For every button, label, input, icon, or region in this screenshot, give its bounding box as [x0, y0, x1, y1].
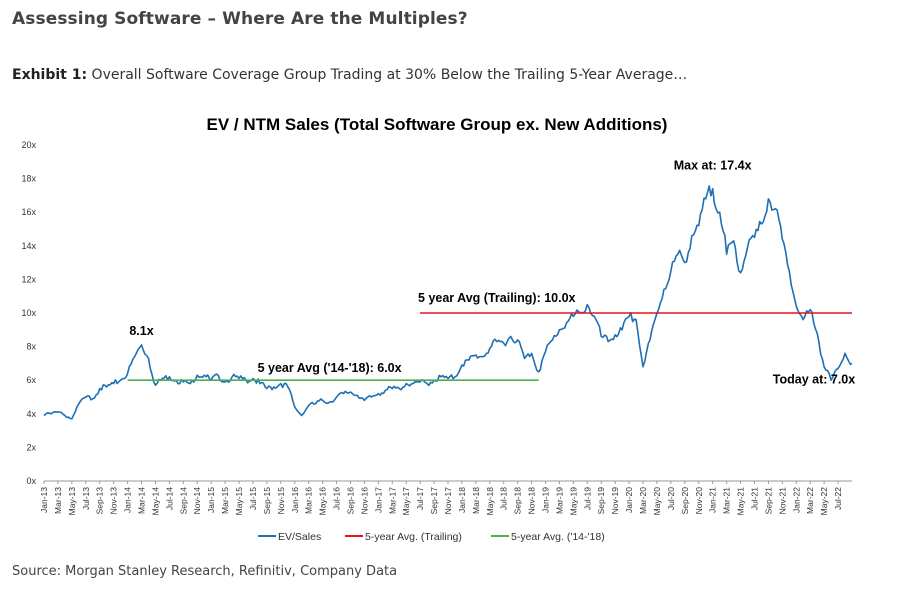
- x-tick-label: Jan-18: [457, 487, 467, 513]
- x-tick-label: Jan-15: [206, 487, 216, 513]
- y-tick-label: 14x: [21, 241, 36, 251]
- exhibit-caption: Exhibit 1: Overall Software Coverage Gro…: [12, 67, 687, 83]
- chart-title: EV / NTM Sales (Total Software Group ex.…: [207, 115, 668, 134]
- x-tick-label: May-15: [234, 487, 244, 516]
- x-tick-label: Jul-19: [582, 487, 592, 510]
- y-tick-label: 12x: [21, 274, 36, 284]
- y-axis: 0x 2x 4x 6x 8x 10x 12x 14x 16x 18x 20x: [21, 140, 36, 486]
- source-note: Source: Morgan Stanley Research, Refinit…: [12, 564, 398, 579]
- x-tick-label: Sep-15: [262, 487, 272, 515]
- x-tick-label: Jul-22: [833, 487, 843, 510]
- x-tick-label: May-17: [401, 487, 411, 516]
- x-tick-label: Jan-21: [708, 487, 718, 513]
- x-tick-label: Mar-20: [638, 487, 648, 514]
- x-tick-label: Sep-18: [513, 487, 523, 515]
- x-tick-label: May-14: [150, 487, 160, 516]
- x-tick-label: May-22: [819, 487, 829, 516]
- x-tick-label: May-13: [67, 487, 77, 516]
- x-tick-label: Mar-19: [554, 487, 564, 514]
- x-tick-label: Sep-19: [596, 487, 606, 515]
- y-tick-label: 18x: [21, 174, 36, 184]
- x-tick-label: Jan-13: [39, 487, 49, 513]
- annotation-label: 5 year Avg (Trailing): 10.0x: [418, 291, 576, 305]
- x-tick-label: Nov-20: [694, 487, 704, 515]
- x-tick-label: Sep-21: [763, 487, 773, 515]
- x-tick-label: Jan-20: [624, 487, 634, 513]
- x-tick-label: Jan-22: [791, 487, 801, 513]
- x-tick-label: May-19: [568, 487, 578, 516]
- x-tick-label: Nov-17: [443, 487, 453, 515]
- x-tick-label: Jan-17: [373, 487, 383, 513]
- y-tick-label: 20x: [21, 140, 36, 150]
- x-tick-label: Jan-16: [290, 487, 300, 513]
- annotation-label: Max at: 17.4x: [674, 159, 752, 173]
- x-tick-label: Sep-20: [680, 487, 690, 515]
- x-tick-label: Nov-13: [109, 487, 119, 515]
- x-tick-label: Jul-15: [248, 487, 258, 510]
- x-tick-label: Sep-17: [429, 487, 439, 515]
- x-tick-label: Mar-18: [471, 487, 481, 514]
- x-tick-label: Nov-21: [777, 487, 787, 515]
- exhibit-label: Exhibit 1:: [12, 67, 88, 83]
- x-tick-label: Nov-15: [276, 487, 286, 515]
- x-tick-label: Jul-13: [81, 487, 91, 510]
- page-title: Assessing Software – Where Are the Multi…: [12, 9, 468, 29]
- x-tick-label: Mar-17: [387, 487, 397, 514]
- series-group: [43, 185, 853, 420]
- x-tick-label: Sep-13: [95, 487, 105, 515]
- x-tick-label: Jul-20: [666, 487, 676, 510]
- legend: EV/Sales 5-year Avg. (Trailing) 5-year Avg…: [258, 531, 605, 543]
- y-tick-label: 2x: [26, 442, 36, 452]
- annotation-label: 5 year Avg ('14-'18): 6.0x: [258, 361, 402, 375]
- x-tick-label: Nov-16: [359, 487, 369, 515]
- x-tick-label: Sep-16: [345, 487, 355, 515]
- y-tick-label: 0x: [26, 476, 36, 486]
- annotations: 8.1x 5 year Avg ('14-'18): 6.0x 5 year Avg…: [129, 159, 855, 387]
- x-tick-label: Nov-19: [610, 487, 620, 515]
- legend-label: 5-year Avg. (Trailing): [365, 531, 462, 543]
- x-tick-label: Mar-14: [137, 487, 147, 514]
- x-tick-label: Nov-14: [192, 487, 202, 515]
- x-tick-label: May-21: [736, 487, 746, 516]
- exhibit-text: Overall Software Coverage Group Trading …: [87, 67, 688, 83]
- x-tick-label: May-18: [485, 487, 495, 516]
- annotation-label: 8.1x: [129, 324, 153, 338]
- x-tick-label: Jan-19: [541, 487, 551, 513]
- y-tick-label: 16x: [21, 207, 36, 217]
- x-tick-label: May-20: [652, 487, 662, 516]
- y-tick-label: 4x: [26, 409, 36, 419]
- legend-label: EV/Sales: [278, 531, 321, 543]
- y-tick-label: 8x: [26, 342, 36, 352]
- x-tick-label: Jul-16: [332, 487, 342, 510]
- y-tick-label: 10x: [21, 308, 36, 318]
- x-tick-label: Nov-18: [527, 487, 537, 515]
- x-tick-label: Sep-14: [178, 487, 188, 515]
- x-tick-label: Mar-22: [805, 487, 815, 514]
- x-tick-label: Jan-14: [123, 487, 133, 513]
- legend-label: 5-year Avg. ('14-'18): [511, 531, 605, 543]
- annotation-label: Today at: 7.0x: [773, 372, 855, 386]
- x-tick-label: Mar-21: [722, 487, 732, 514]
- x-tick-label: Jul-14: [164, 487, 174, 510]
- x-tick-label: Mar-15: [220, 487, 230, 514]
- x-axis: Jan-13 Mar-13 May-13 Jul-13 Sep-13 Nov-13 Jan-…: [39, 481, 843, 515]
- x-tick-label: Jul-21: [749, 487, 759, 510]
- x-tick-label: Jul-18: [499, 487, 509, 510]
- y-tick-label: 6x: [26, 375, 36, 385]
- x-tick-label: Mar-16: [304, 487, 314, 514]
- x-tick-label: May-16: [318, 487, 328, 516]
- x-tick-label: Mar-13: [53, 487, 63, 514]
- x-tick-label: Jul-17: [415, 487, 425, 510]
